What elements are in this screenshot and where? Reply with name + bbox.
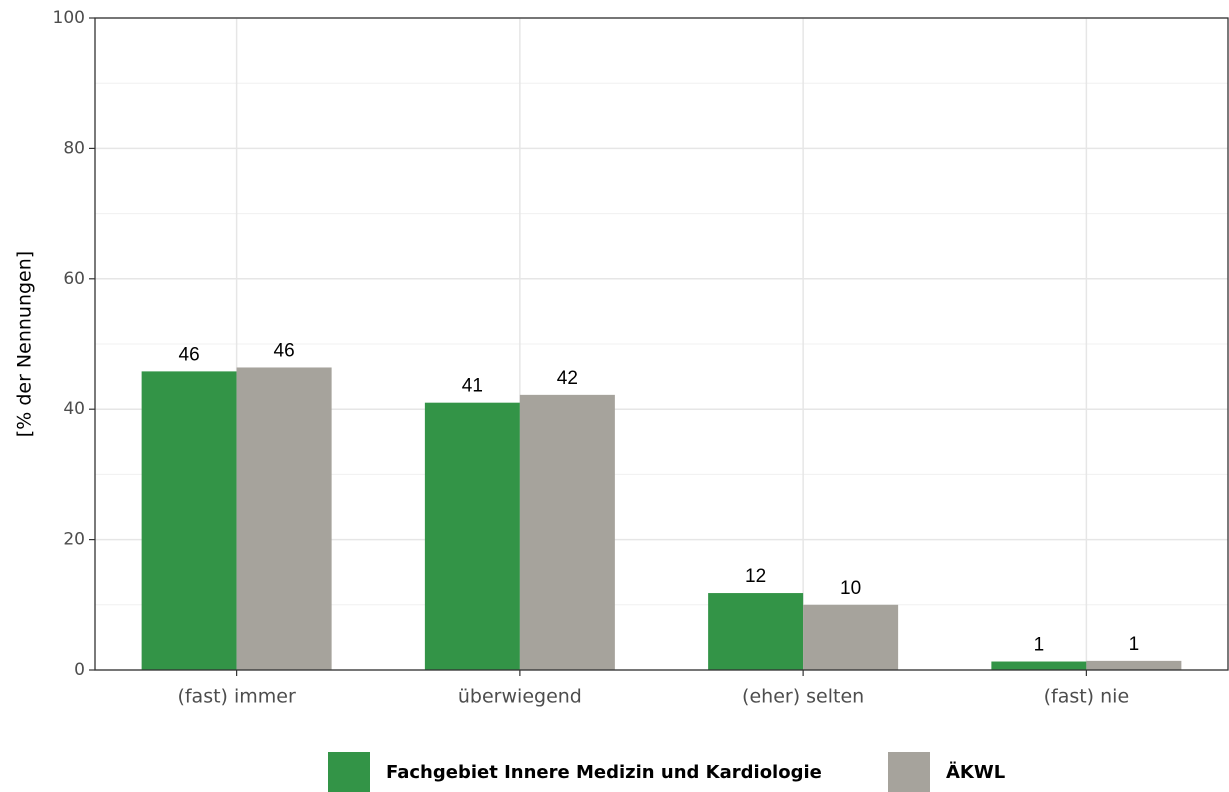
value-label: 46: [179, 344, 200, 365]
bar: [236, 367, 332, 670]
panel-border: [94, 17, 1229, 671]
legend-swatch: [888, 752, 930, 792]
value-label: 1: [1034, 635, 1045, 656]
value-label: 46: [274, 340, 295, 361]
y-tick-label: 100: [53, 8, 85, 28]
bar: [424, 402, 520, 670]
x-tick-label: (fast) nie: [1044, 686, 1130, 708]
bar: [708, 593, 804, 670]
bar: [1086, 660, 1182, 670]
y-tick-label: 60: [63, 269, 85, 289]
y-tick-label: 0: [74, 660, 85, 680]
value-label: 42: [557, 368, 578, 389]
bar: [803, 604, 899, 670]
y-tick-label: 80: [63, 138, 85, 158]
y-axis-title: [% der Nennungen]: [14, 251, 36, 437]
value-label: 12: [745, 566, 766, 587]
x-tick-label: (fast) immer: [177, 686, 296, 708]
x-tick-label: (eher) selten: [742, 686, 864, 708]
y-tick-label: 20: [63, 530, 85, 550]
x-tick-label: überwiegend: [458, 686, 582, 708]
legend-label: Fachgebiet Innere Medizin und Kardiologi…: [386, 762, 822, 783]
value-label: 1: [1129, 634, 1140, 655]
value-label: 41: [462, 376, 483, 397]
y-tick-label: 40: [63, 399, 85, 419]
bar: [519, 394, 615, 670]
bar: [141, 371, 237, 670]
bar: [991, 661, 1087, 670]
value-label: 10: [840, 578, 861, 599]
legend-label: ÄKWL: [946, 761, 1005, 783]
legend-swatch: [328, 752, 370, 792]
